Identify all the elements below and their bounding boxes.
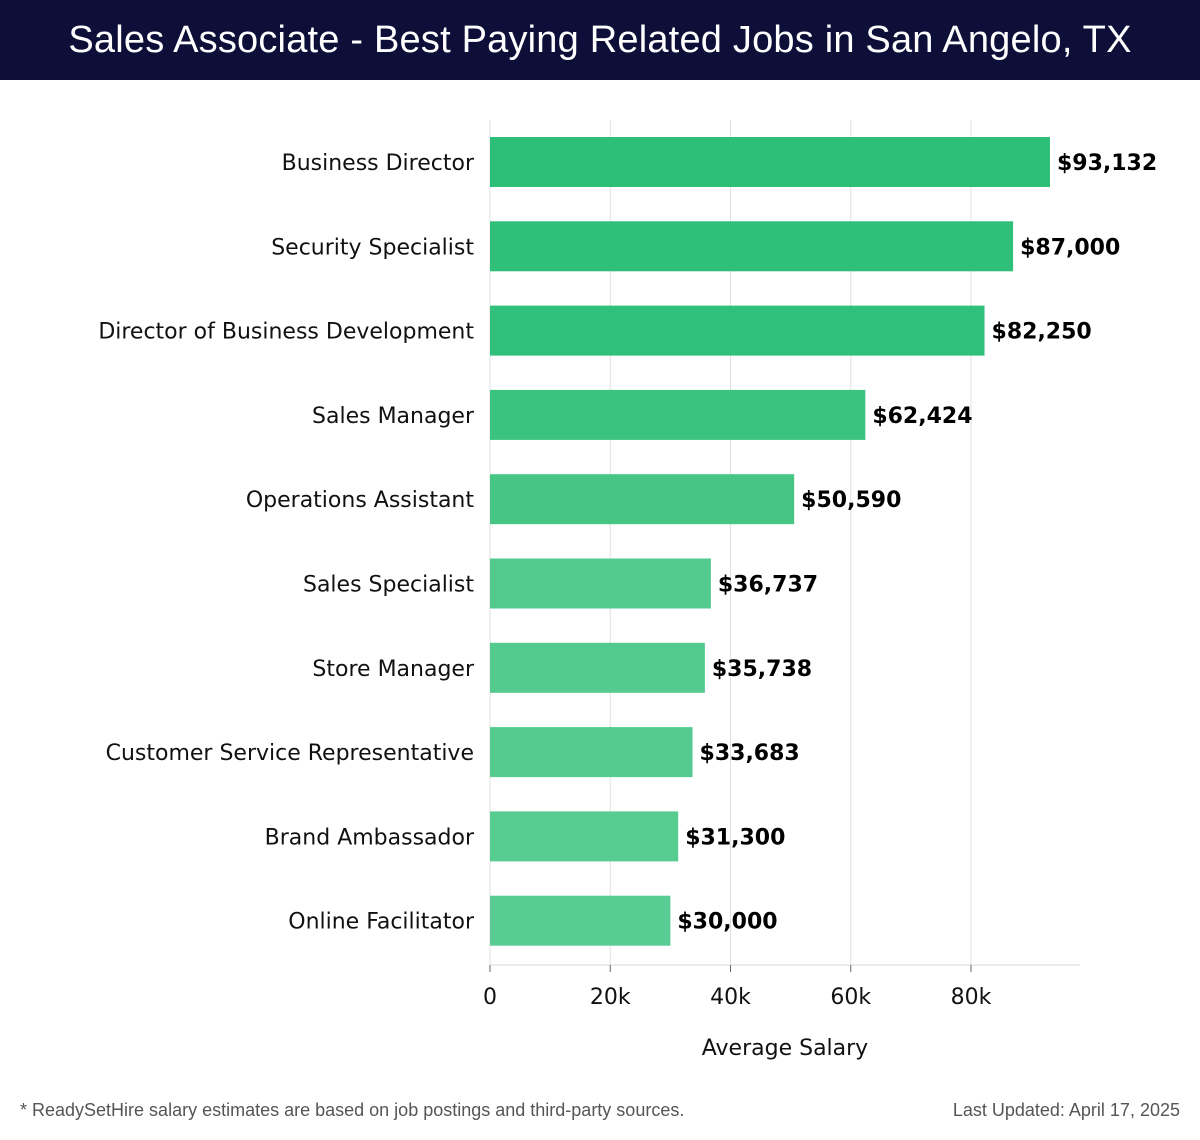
footer-disclaimer: * ReadySetHire salary estimates are base… [20, 1100, 685, 1120]
data-label: $31,300 [685, 825, 785, 850]
category-label: Business Director [282, 151, 475, 176]
bar-chart: Business Director Security Specialist Dire… [98, 120, 1157, 1061]
bar [490, 389, 866, 440]
bar [490, 305, 985, 356]
category-label: Sales Manager [312, 404, 475, 429]
data-label: $33,683 [700, 741, 800, 766]
data-label: $62,424 [872, 404, 972, 429]
category-label: Director of Business Development [98, 320, 474, 345]
bar [490, 558, 711, 609]
category-label: Brand Ambassador [265, 825, 475, 850]
x-axis-title: Average Salary [702, 1036, 868, 1061]
data-label: $93,132 [1057, 151, 1157, 176]
category-label: Operations Assistant [246, 488, 475, 513]
bar [490, 137, 1050, 187]
x-tick-label: 40k [710, 985, 751, 1010]
bar [490, 642, 705, 693]
category-label: Sales Specialist [303, 573, 474, 598]
bar [490, 474, 795, 525]
category-label: Store Manager [312, 657, 475, 682]
category-label: Online Facilitator [288, 910, 475, 935]
x-tick-label: 80k [951, 985, 992, 1010]
header-bar: Sales Associate - Best Paying Related Jo… [0, 0, 1200, 80]
x-tick-label: 0 [483, 985, 497, 1010]
category-label: Security Specialist [271, 235, 474, 260]
data-label: $30,000 [677, 910, 777, 935]
data-label: $50,590 [801, 488, 901, 513]
data-label: $36,737 [718, 573, 818, 598]
bar [490, 811, 679, 862]
x-axis-ticks: 0 20k 40k 60k 80k [483, 965, 992, 1010]
bars [490, 137, 1050, 946]
value-labels: $93,132 $87,000 $82,250 $62,424 $50,590 $36,7… [677, 151, 1157, 935]
bar [490, 221, 1014, 272]
category-label: Customer Service Representative [106, 741, 474, 766]
bar [490, 727, 693, 778]
x-tick-label: 20k [590, 985, 631, 1010]
data-label: $35,738 [712, 657, 812, 682]
data-label: $87,000 [1020, 235, 1120, 260]
category-labels: Business Director Security Specialist Dire… [98, 151, 475, 935]
page-title: Sales Associate - Best Paying Related Jo… [68, 18, 1132, 61]
x-tick-label: 60k [830, 985, 871, 1010]
data-label: $82,250 [992, 320, 1092, 345]
last-updated: Last Updated: April 17, 2025 [952, 1100, 1180, 1120]
bar [490, 895, 671, 946]
